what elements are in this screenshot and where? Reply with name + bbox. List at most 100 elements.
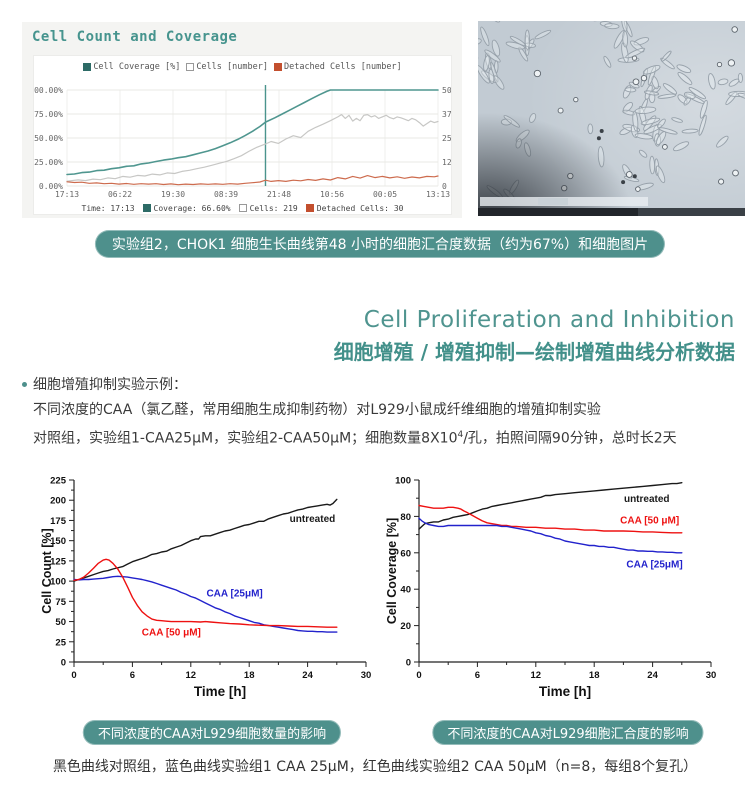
svg-text:25.00%: 25.00% xyxy=(34,158,63,167)
svg-text:30: 30 xyxy=(706,670,717,681)
svg-text:40: 40 xyxy=(400,585,411,596)
line3-prefix: 对照组，实验组1-CAA25μM，实验组2-CAA50μM；细胞数量8X10 xyxy=(33,430,458,447)
svg-text:50: 50 xyxy=(55,617,66,628)
svg-text:175: 175 xyxy=(50,516,67,527)
svg-text:18: 18 xyxy=(589,670,600,681)
svg-text:untreated: untreated xyxy=(290,514,336,525)
growth-chart: 17:13 06:22 19:30 08:39 21:48 10:56 00:05 13:13… xyxy=(29,85,457,199)
legend-swatch-icon xyxy=(186,63,195,71)
section-title-en: Cell Proliferation and Inhibition xyxy=(363,307,735,333)
svg-text:Cell Count [%]: Cell Count [%] xyxy=(40,528,54,613)
readout-label: Time: 17:13 xyxy=(81,203,135,213)
svg-text:75.00%: 75.00% xyxy=(34,110,63,119)
caption-top: 实验组2，CHOK1 细胞生长曲线第48 小时的细胞汇合度数据（约为67%）和细… xyxy=(94,230,666,258)
svg-text:30: 30 xyxy=(361,670,372,681)
readout-label: Cells: 219 xyxy=(249,203,298,213)
svg-text:0: 0 xyxy=(406,658,411,669)
readout-segment: Detached Cells: 30 xyxy=(305,203,404,213)
bullet-text: 细胞增殖抑制实验示例： xyxy=(33,377,187,393)
svg-text:125: 125 xyxy=(50,556,67,567)
svg-text:10:56: 10:56 xyxy=(320,190,344,197)
description-line-3: 对照组，实验组1-CAA25μM，实验组2-CAA50μM；细胞数量8X104/… xyxy=(22,423,677,452)
svg-text:CAA [50 μM]: CAA [50 μM] xyxy=(142,627,201,638)
svg-text:100: 100 xyxy=(395,476,411,487)
legend-label: Cell Coverage [%] xyxy=(93,62,181,72)
svg-text:150: 150 xyxy=(50,536,66,547)
svg-text:00:05: 00:05 xyxy=(373,190,397,197)
description-line-2: 不同浓度的CAA（氯乙醛，常用细胞生成抑制药物）对L929小鼠成纤维细胞的增殖抑… xyxy=(33,402,601,418)
section-title-zh: 细胞增殖 / 增殖抑制—绘制增殖曲线分析数据 xyxy=(333,340,735,364)
svg-text:0: 0 xyxy=(61,658,66,669)
caption-right-chart: 不同浓度的CAA对L929细胞汇合度的影响 xyxy=(432,720,704,745)
svg-text:375: 375 xyxy=(442,110,451,119)
svg-text:17:13: 17:13 xyxy=(55,190,79,197)
legend-label: Cells [number] xyxy=(196,62,268,72)
svg-text:25: 25 xyxy=(55,637,66,648)
legend-swatch-icon xyxy=(273,63,282,71)
line3-superscript: 4 xyxy=(457,430,464,440)
growth-curve-panel: Cell Count and Coverage Cell Coverage [%… xyxy=(22,22,462,218)
line3-suffix: /孔，拍照间隔90分钟，总时长2天 xyxy=(463,430,677,447)
svg-text:Cell Coverage [%]: Cell Coverage [%] xyxy=(385,518,399,624)
cell-count-chart: 0 6 12 18 24 30 0 25 50 75 100 125 150 175 200 225 Time … xyxy=(40,476,372,700)
svg-text:6: 6 xyxy=(475,670,480,681)
readout-swatch-icon xyxy=(238,204,247,212)
svg-text:CAA [25μM]: CAA [25μM] xyxy=(626,559,682,570)
svg-text:CAA [25μM]: CAA [25μM] xyxy=(206,588,262,599)
svg-text:75: 75 xyxy=(55,597,66,608)
svg-text:Time [h]: Time [h] xyxy=(194,684,246,699)
svg-text:100: 100 xyxy=(50,577,66,588)
legend-label: Detached Cells [number] xyxy=(283,62,402,72)
svg-text:100.00%: 100.00% xyxy=(34,86,63,95)
svg-text:19:30: 19:30 xyxy=(161,190,185,197)
readout-segment: Coverage: 66.60% xyxy=(142,203,231,213)
legend-swatch-icon xyxy=(83,63,92,71)
svg-text:250: 250 xyxy=(442,134,451,143)
svg-text:80: 80 xyxy=(400,512,411,523)
bullet-icon xyxy=(22,382,27,387)
svg-text:0.00%: 0.00% xyxy=(39,182,63,191)
legend-item: Detached Cells [number] xyxy=(273,62,402,72)
svg-text:500: 500 xyxy=(442,86,451,95)
readout-label: Detached Cells: 30 xyxy=(316,203,404,213)
svg-text:6: 6 xyxy=(130,670,135,681)
svg-text:08:39: 08:39 xyxy=(214,190,238,197)
legend-item: Cell Coverage [%] xyxy=(83,62,180,72)
readout-segment: Cells: 219 xyxy=(238,203,298,213)
svg-text:24: 24 xyxy=(647,670,658,681)
svg-text:18: 18 xyxy=(244,670,255,681)
cell-coverage-chart: 0 6 12 18 24 30 0 20 40 60 80 100 Time [h] Cell Cover… xyxy=(385,476,717,700)
svg-text:24: 24 xyxy=(302,670,313,681)
readout-swatch-icon xyxy=(142,204,151,212)
svg-text:50.00%: 50.00% xyxy=(34,134,63,143)
readout-label: Coverage: 66.60% xyxy=(153,203,231,213)
growth-chart-legend: Cell Coverage [%] Cells [number] Detached … xyxy=(34,56,451,75)
experiment-description: 细胞增殖抑制实验示例： 不同浓度的CAA（氯乙醛，常用细胞生成抑制药物）对L92… xyxy=(22,373,677,452)
svg-text:12: 12 xyxy=(186,670,197,681)
bullet-line: 细胞增殖抑制实验示例： xyxy=(22,373,677,398)
footnote: 黑色曲线对照组，蓝色曲线实验组1 CAA 25μM，红色曲线实验组2 CAA 5… xyxy=(52,759,698,775)
svg-text:0: 0 xyxy=(71,670,76,681)
caption-left-chart: 不同浓度的CAA对L929细胞数量的影响 xyxy=(82,720,342,745)
svg-text:untreated: untreated xyxy=(624,494,670,505)
growth-chart-readout: Time: 17:13 Coverage: 66.60% Cells: 219 Det… xyxy=(34,201,451,215)
growth-chart-box: Cell Coverage [%] Cells [number] Detached … xyxy=(29,55,457,215)
panel-title: Cell Count and Coverage xyxy=(32,29,238,45)
svg-text:60: 60 xyxy=(400,548,411,559)
svg-text:21:48: 21:48 xyxy=(267,190,291,197)
section-heading: Cell Proliferation and Inhibition 细胞增殖 /… xyxy=(334,307,735,365)
svg-text:20: 20 xyxy=(400,621,411,632)
svg-text:125: 125 xyxy=(442,158,451,167)
svg-text:12: 12 xyxy=(531,670,542,681)
svg-text:06:22: 06:22 xyxy=(108,190,132,197)
svg-text:CAA [50 μM]: CAA [50 μM] xyxy=(620,516,679,527)
svg-text:0: 0 xyxy=(442,182,447,191)
svg-text:Time [h]: Time [h] xyxy=(539,684,591,699)
svg-text:225: 225 xyxy=(50,476,67,487)
legend-item: Cells [number] xyxy=(186,62,268,72)
readout-swatch-icon xyxy=(305,204,314,212)
svg-text:0: 0 xyxy=(416,670,421,681)
svg-text:200: 200 xyxy=(50,496,66,507)
svg-text:13:13: 13:13 xyxy=(426,190,450,197)
